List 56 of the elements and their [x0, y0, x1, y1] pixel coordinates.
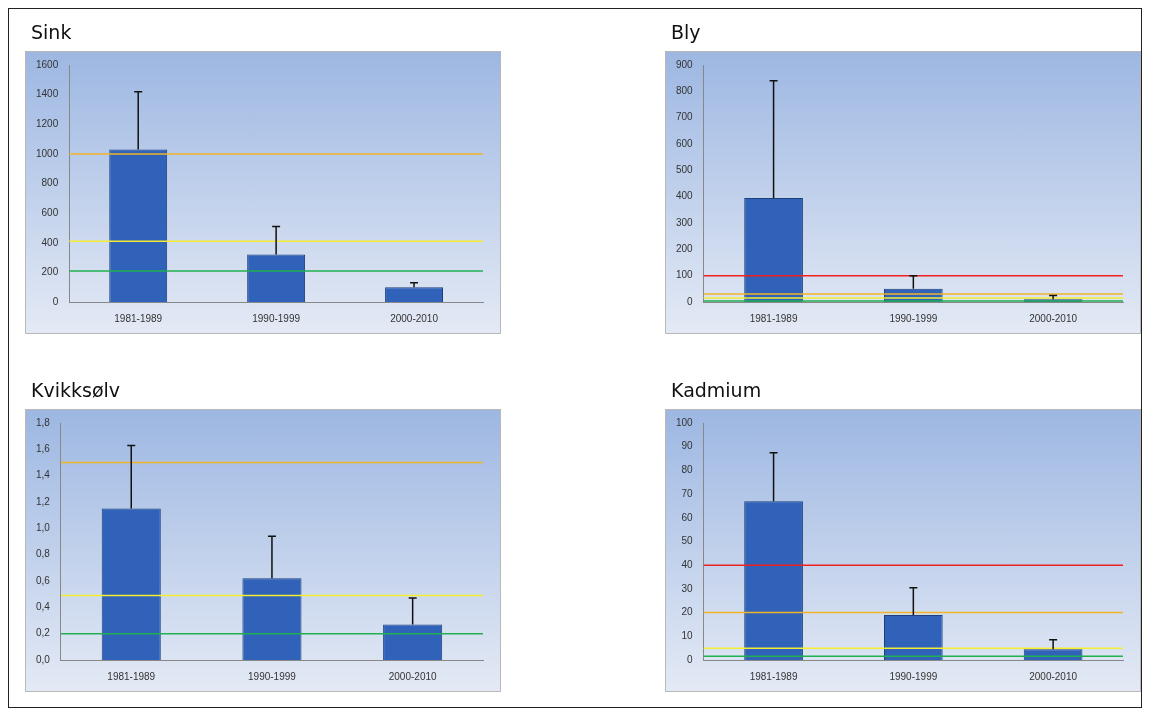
y-tick-label: 90 [681, 440, 694, 452]
chart-title: Kvikksølv [31, 379, 122, 401]
x-tick-label: 1990-1999 [889, 670, 938, 682]
chart-title: Sink [31, 21, 73, 43]
y-tick-label: 0,4 [36, 601, 51, 613]
x-tick-label: 1981-1989 [749, 312, 798, 324]
y-tick-label: 70 [681, 487, 694, 499]
y-tick-label: 0 [52, 295, 59, 307]
y-tick-label: 1,4 [36, 469, 51, 481]
y-tick-label: 0,8 [36, 548, 51, 560]
y-tick-label: 800 [41, 177, 59, 189]
y-tick-label: 20 [681, 606, 694, 618]
y-tick-label: 400 [676, 190, 694, 202]
y-tick-label: 10 [681, 630, 694, 642]
y-tick-label: 1,8 [36, 416, 51, 428]
y-tick-label: 60 [681, 511, 694, 523]
y-tick-label: 1400 [36, 88, 59, 100]
y-tick-label: 80 [681, 464, 694, 476]
y-tick-label: 0,0 [36, 653, 51, 665]
y-tick-label: 1,6 [36, 443, 51, 455]
y-tick-label: 900 [676, 58, 694, 70]
y-tick-label: 200 [41, 266, 59, 278]
x-tick-label: 2000-2010 [390, 312, 439, 324]
x-tick-label: 1981-1989 [107, 670, 156, 682]
chart-title: Bly [671, 21, 702, 43]
y-tick-label: 800 [676, 85, 694, 97]
y-tick-label: 0 [687, 653, 694, 665]
y-tick-label: 50 [681, 535, 694, 547]
y-tick-label: 1000 [36, 147, 59, 159]
y-tick-label: 40 [681, 558, 694, 570]
y-tick-label: 100 [676, 416, 694, 428]
x-tick-label: 1990-1999 [248, 670, 297, 682]
y-tick-label: 300 [676, 216, 694, 228]
y-tick-label: 30 [681, 582, 694, 594]
y-tick-label: 0,2 [36, 627, 51, 639]
x-tick-label: 1990-1999 [252, 312, 301, 324]
y-tick-label: 100 [676, 269, 694, 281]
y-tick-label: 500 [676, 164, 694, 176]
x-tick-label: 1981-1989 [114, 312, 163, 324]
x-tick-label: 2000-2010 [1029, 670, 1078, 682]
x-tick-label: 1990-1999 [889, 312, 938, 324]
y-tick-label: 1,0 [36, 522, 51, 534]
x-tick-label: 2000-2010 [1029, 312, 1078, 324]
y-tick-label: 1200 [36, 118, 59, 129]
y-tick-label: 600 [676, 137, 694, 149]
chart-title: Kadmium [671, 379, 763, 401]
y-tick-label: 700 [676, 111, 694, 123]
y-tick-label: 0 [687, 295, 694, 307]
y-tick-label: 1600 [36, 58, 59, 70]
x-tick-label: 2000-2010 [388, 670, 437, 682]
y-tick-label: 0,6 [36, 574, 51, 586]
x-tick-label: 1981-1989 [749, 670, 798, 682]
y-tick-label: 200 [676, 243, 694, 255]
y-tick-label: 600 [41, 206, 59, 218]
y-tick-label: 400 [41, 236, 59, 248]
y-tick-label: 1,2 [36, 495, 51, 507]
